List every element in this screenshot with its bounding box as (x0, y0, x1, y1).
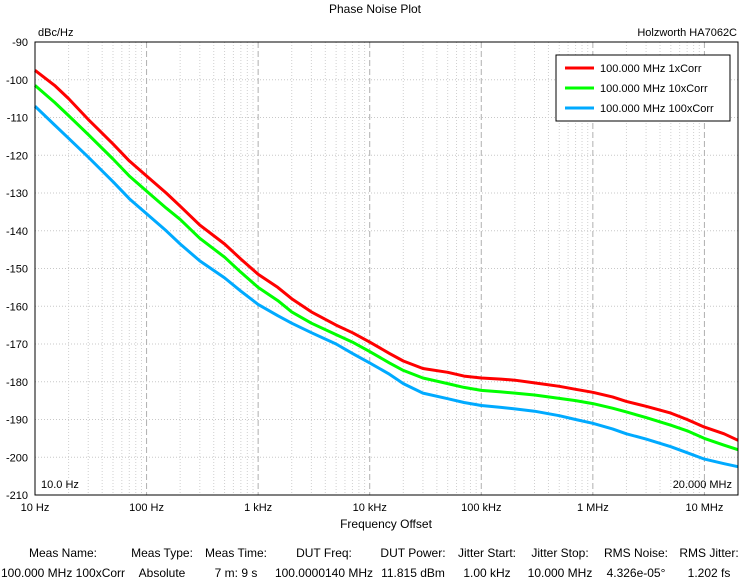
y-tick-label: -140 (6, 226, 28, 238)
plot-border (34, 41, 739, 496)
series-line-2 (34, 84, 739, 452)
jitter-start-value: 1.00 kHz (463, 566, 511, 580)
phase-noise-chart: Phase Noise Plot dBc/Hz Holzworth HA7062… (6, 2, 739, 531)
y-tick-label: -110 (7, 113, 28, 125)
legend: 100.000 MHz 1xCorr 100.000 MHz 10xCorr 100… (555, 54, 731, 122)
y-axis-label: dBc/Hz (38, 27, 73, 39)
meas-time-value: 7 m: 9 s (214, 566, 258, 580)
y-tick-label: -130 (6, 188, 28, 200)
dut-freq-value: 100.0000140 MHz (274, 566, 374, 580)
start-frequency-marker: 10.0 Hz (41, 479, 79, 491)
x-tick-label: 1 MHz (577, 502, 609, 514)
dut-power-header: DUT Power: (380, 546, 446, 560)
y-tick-label: -200 (6, 452, 28, 464)
jitter-stop-value: 10.000 MHz (527, 566, 593, 580)
jitter-start-header: Jitter Start: (457, 546, 516, 560)
rms-jitter-header: RMS Jitter: (679, 546, 739, 560)
y-tick-label: -210 (6, 490, 28, 502)
meas-name-value: 100.000 MHz 100xCorr (0, 566, 126, 580)
meas-type-header: Meas Type: (131, 546, 193, 560)
chart-title: Phase Noise Plot (329, 2, 422, 16)
x-tick-label: 10 Hz (21, 502, 50, 514)
rms-noise-value: 4.326e-05° (606, 566, 666, 580)
dut-power-value: 11.815 dBm (381, 566, 445, 580)
stop-frequency-marker: 20.000 MHz (673, 479, 732, 491)
y-tick-label: -160 (6, 301, 28, 313)
x-tick-label: 10 kHz (353, 502, 387, 514)
y-tick-label: -170 (6, 339, 28, 351)
rms-jitter-value: 1.202 fs (687, 566, 731, 580)
series-line-3 (33, 105, 739, 469)
x-tick-label: 1 kHz (244, 502, 272, 514)
y-tick-label: -180 (6, 377, 28, 389)
meas-time-header: Meas Time: (204, 546, 267, 560)
x-tick-label: 10 MHz (685, 502, 723, 514)
x-tick-label: 100 Hz (129, 502, 164, 514)
series-line-1 (34, 69, 739, 442)
y-tick-labels: -90 -100 -110 -120 -130 -140 -150 -160 -170 -180 -… (6, 37, 28, 502)
legend-entry: 100.000 MHz 100xCorr (600, 103, 714, 115)
jitter-stop-header: Jitter Stop: (531, 546, 589, 560)
y-tick-label: -190 (6, 415, 28, 427)
y-tick-label: -150 (6, 264, 28, 276)
meas-name-header: Meas Name: (28, 546, 98, 560)
series-lines (33, 69, 739, 469)
x-axis-label: Frequency Offset (340, 517, 432, 531)
meas-type-value: Absolute (138, 566, 186, 580)
measurement-table: Meas Name: Meas Type: Meas Time: DUT Fre… (0, 543, 750, 583)
legend-entry: 100.000 MHz 1xCorr (600, 63, 702, 75)
y-tick-label: -100 (6, 75, 28, 87)
dut-freq-header: DUT Freq: (296, 546, 352, 560)
x-tick-label: 100 kHz (461, 502, 501, 514)
y-tick-label: -90 (12, 37, 28, 49)
measurement-value-row: 100.000 MHz 100xCorr Absolute 7 m: 9 s 1… (0, 563, 750, 583)
instrument-label: Holzworth HA7062C (637, 27, 737, 39)
legend-entry: 100.000 MHz 10xCorr (600, 83, 708, 95)
measurement-header-row: Meas Name: Meas Type: Meas Time: DUT Fre… (0, 543, 750, 563)
rms-noise-header: RMS Noise: (603, 546, 668, 560)
x-tick-labels: 10 Hz 100 Hz 1 kHz 10 kHz 100 kHz 1 MHz 10 MHz (21, 502, 724, 514)
y-tick-label: -120 (6, 150, 28, 162)
